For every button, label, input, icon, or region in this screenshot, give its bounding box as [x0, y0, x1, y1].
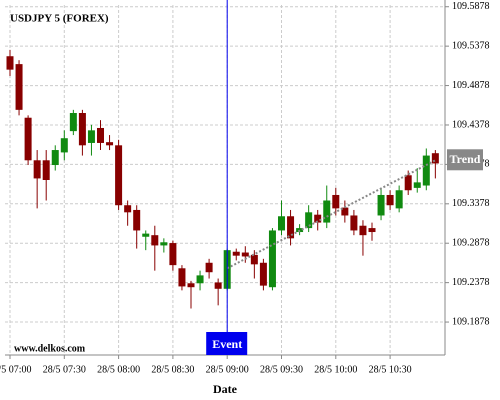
candle-body — [6, 56, 14, 70]
y-tick-label: 109.4878 — [452, 80, 490, 91]
candle-body — [24, 117, 32, 161]
candle-body — [133, 209, 141, 231]
candle-body — [359, 225, 367, 236]
y-tick-label: 109.1878 — [452, 316, 490, 327]
trend-line — [226, 159, 436, 270]
candle-body — [115, 145, 123, 206]
event-label-box — [206, 332, 248, 355]
candle-body — [268, 230, 276, 288]
candle-body — [287, 216, 295, 239]
candle-body — [377, 194, 385, 216]
candle-body — [431, 153, 439, 164]
event-label: Event — [212, 337, 242, 351]
x-tick-label: 28/5 09:00 — [206, 364, 249, 375]
candle-body — [142, 233, 150, 237]
y-tick-label: 109.5878 — [452, 1, 490, 12]
candle-body — [259, 262, 267, 286]
candle-body — [323, 200, 331, 223]
candle-body — [341, 207, 349, 216]
x-tick-label: 28/5 09:30 — [260, 364, 303, 375]
candle-body — [169, 243, 177, 266]
candle-body — [422, 155, 430, 186]
candle-body — [232, 251, 240, 256]
y-tick-label: 109.2878 — [452, 238, 490, 249]
candle-body — [33, 160, 41, 179]
trend-label: Trend — [450, 152, 481, 166]
trend-label-box — [447, 149, 483, 171]
watermark: www.delkos.com — [14, 343, 86, 354]
x-axis-title: Date — [213, 382, 238, 396]
x-tick-label: 28/5 08:00 — [97, 364, 140, 375]
candle-body — [250, 254, 258, 265]
y-tick-label: 109.4378 — [452, 119, 490, 130]
candle-body — [178, 268, 186, 287]
candle-body — [241, 252, 249, 257]
x-tick-label: 28/5 10:00 — [314, 364, 357, 375]
candle-body — [332, 194, 340, 209]
x-tick-label: 28/5 07:30 — [43, 364, 86, 375]
candle-body — [42, 160, 50, 180]
candle-body — [78, 112, 86, 146]
candle-body — [196, 275, 204, 284]
candle-body — [214, 282, 222, 289]
candle-body — [278, 216, 285, 231]
plot-area — [5, 5, 445, 355]
candle-body — [97, 127, 104, 143]
candle-body — [151, 235, 159, 246]
candle-body — [60, 138, 68, 153]
candle-body — [395, 190, 403, 209]
candle-body — [205, 262, 213, 273]
candle-body — [124, 205, 132, 213]
candle-body — [187, 283, 195, 288]
candle-body — [305, 212, 313, 229]
y-tick-label: 109.2378 — [452, 277, 490, 288]
candle-body — [368, 228, 376, 233]
x-tick-label: 28/5 07:00 — [0, 364, 32, 375]
candle-body — [15, 64, 23, 110]
candle-body — [51, 150, 59, 166]
candle-body — [106, 142, 114, 146]
candle-body — [87, 130, 95, 143]
candle-body — [160, 242, 168, 246]
y-tick-label: 109.5378 — [452, 40, 490, 51]
x-tick-label: 28/5 08:30 — [151, 364, 194, 375]
y-tick-label: 109.3378 — [452, 198, 490, 209]
x-tick-label: 28/5 10:30 — [369, 364, 412, 375]
chart-title: USDJPY 5 (FOREX) — [10, 13, 109, 25]
candle-body — [413, 182, 421, 188]
candle-body — [404, 175, 412, 191]
candle-body — [314, 214, 322, 223]
candle-body — [350, 215, 358, 231]
candle-body — [386, 194, 394, 206]
candle-body — [69, 112, 77, 132]
